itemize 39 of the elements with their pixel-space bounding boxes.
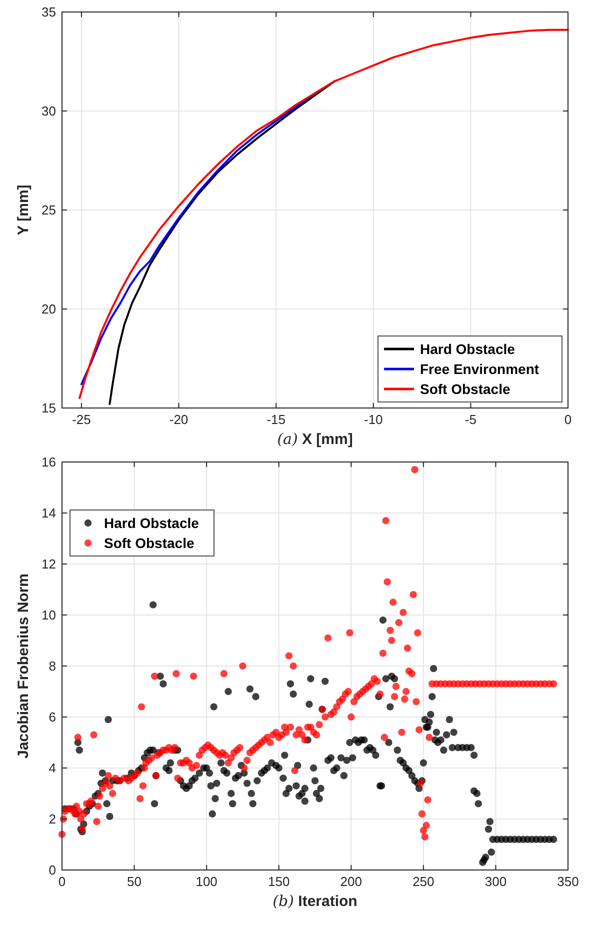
y-tick-label: 12 bbox=[42, 556, 56, 572]
y-axis-title: Y [mm] bbox=[15, 184, 32, 236]
y-tick-label: 30 bbox=[42, 104, 56, 118]
x-tick-label: -15 bbox=[266, 412, 286, 427]
y-tick-label: 4 bbox=[48, 760, 56, 776]
legend-label: Hard Obstacle bbox=[104, 515, 200, 531]
line-series bbox=[78, 28, 569, 400]
x-tick-label: 100 bbox=[196, 874, 218, 889]
x-tick-label: -20 bbox=[169, 412, 188, 427]
legend-label: Soft Obstacle bbox=[420, 381, 510, 397]
y-tick-label: 25 bbox=[42, 202, 56, 218]
y-tick-label: 14 bbox=[42, 506, 56, 520]
legend-label: Soft Obstacle bbox=[104, 535, 194, 551]
y-tick-label: 6 bbox=[48, 710, 56, 724]
x-tick-label: -10 bbox=[364, 412, 383, 427]
y-tick-label: 20 bbox=[42, 302, 56, 316]
x-tick-label: 50 bbox=[127, 874, 142, 889]
legend-label: Hard Obstacle bbox=[420, 341, 516, 357]
x-tick-label: -25 bbox=[72, 412, 91, 427]
legend-label: Free Environment bbox=[420, 361, 540, 377]
x-tick-label: 200 bbox=[340, 874, 362, 889]
x-tick-label: 150 bbox=[268, 874, 290, 889]
y-tick-label: 2 bbox=[48, 812, 56, 826]
y-tick-label: 16 bbox=[42, 454, 56, 470]
x-axis-title: (a) X [mm] bbox=[277, 430, 353, 448]
x-tick-label: -5 bbox=[464, 412, 476, 427]
y-tick-label: 15 bbox=[42, 400, 56, 416]
y-tick-label: 10 bbox=[42, 608, 56, 622]
x-axis-title: (b) Iteration bbox=[272, 892, 358, 910]
x-tick-label: 0 bbox=[564, 412, 572, 427]
y-tick-label: 0 bbox=[48, 862, 56, 878]
x-tick-label: 350 bbox=[557, 874, 579, 889]
x-tick-label: 0 bbox=[58, 874, 66, 889]
line-series bbox=[108, 80, 336, 406]
y-tick-label: 8 bbox=[48, 658, 56, 674]
x-tick-label: 250 bbox=[412, 874, 434, 889]
x-tick-label: 300 bbox=[484, 874, 507, 889]
y-axis-title: Jacobian Frobenius Norm bbox=[15, 573, 32, 759]
y-tick-label: 35 bbox=[42, 4, 56, 20]
